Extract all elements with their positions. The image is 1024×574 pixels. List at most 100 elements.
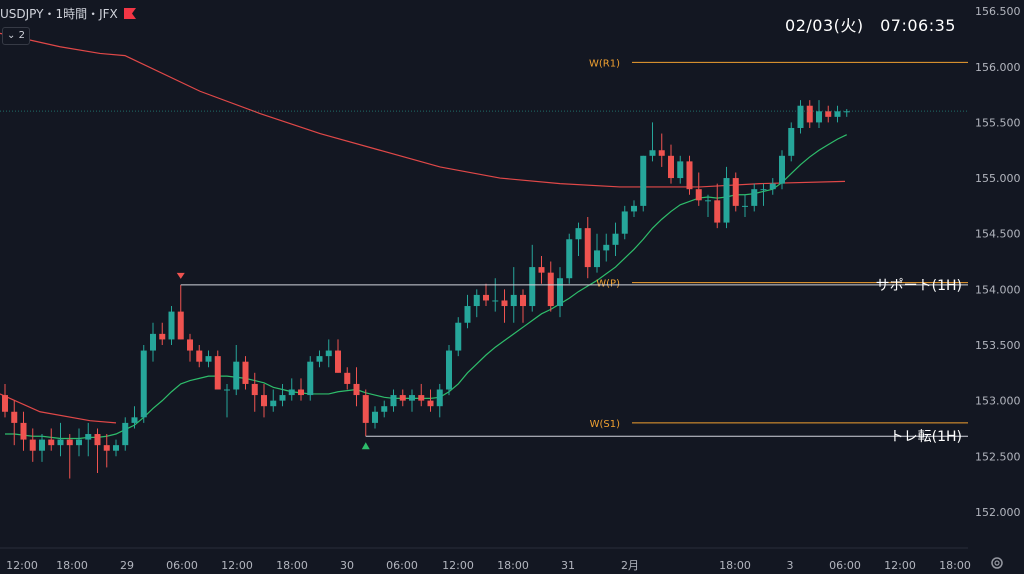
candle-body <box>446 350 452 390</box>
candle-body <box>612 233 619 245</box>
candle-body <box>603 244 610 251</box>
candle-19 <box>177 284 184 340</box>
candle-body <box>335 350 341 373</box>
pivot-label-1: W(P) <box>596 279 620 290</box>
price-tick-8: 152.500 <box>975 450 1021 463</box>
candle-body <box>584 228 591 268</box>
candle-body <box>233 361 240 390</box>
ma-fast-layer <box>5 134 848 440</box>
candle-75 <box>695 172 702 206</box>
pivot-label-0: W(R1) <box>589 58 620 69</box>
price-tick-9: 152.000 <box>975 506 1021 519</box>
candle-25 <box>233 344 240 396</box>
candle-body <box>298 389 304 396</box>
time-tick-14: 06:00 <box>829 559 861 572</box>
time-tick-1: 18:00 <box>56 559 88 572</box>
candle-3 <box>29 428 36 462</box>
candle-body <box>177 311 184 340</box>
hline-label-0: サポート(1H) <box>876 278 962 294</box>
settings-gear-icon[interactable] <box>990 556 1004 570</box>
indicator-count: 2 <box>18 30 25 41</box>
candle-16 <box>150 322 156 362</box>
candle-body <box>806 105 813 123</box>
candle-body <box>631 205 637 212</box>
candle-87 <box>806 100 813 128</box>
time-tick-8: 12:00 <box>442 559 474 572</box>
candle-body <box>760 189 767 191</box>
candle-body <box>85 434 92 440</box>
time-tick-11: 2月 <box>621 559 639 572</box>
candle-body <box>464 306 471 323</box>
flag-icon[interactable] <box>123 7 136 19</box>
candle-body <box>594 250 600 268</box>
candle-4 <box>39 434 45 462</box>
time-tick-5: 18:00 <box>276 559 308 572</box>
candle-body <box>640 155 647 206</box>
candle-body <box>436 389 443 407</box>
candle-body <box>843 111 850 113</box>
candle-body <box>520 294 526 307</box>
time-axis[interactable]: 12:00 18:00 29 06:00 12:00 18:00 30 06:00 12:00 1… <box>0 547 971 572</box>
candle-body <box>353 383 360 396</box>
candle-80 <box>742 194 748 218</box>
candle-body <box>658 150 665 156</box>
candle-body <box>76 439 82 446</box>
candle-59 <box>547 261 554 312</box>
candle-53 <box>492 278 499 312</box>
price-axis[interactable]: 156.500 156.000 155.500 155.000 154.500 154.0… <box>968 0 1024 574</box>
candle-body <box>557 278 563 307</box>
candle-body <box>566 239 573 279</box>
chevron-down-icon: ⌄ <box>7 30 16 41</box>
price-tick-6: 153.500 <box>975 339 1021 352</box>
collapse-indicators-button[interactable]: ⌄ 2 <box>2 27 30 45</box>
candle-21 <box>196 344 203 368</box>
candle-body <box>714 200 721 223</box>
clock: 02/03(火) 07:06:35 <box>785 16 956 35</box>
candle-body <box>122 422 129 446</box>
candle-91 <box>843 109 850 117</box>
candle-74 <box>686 155 693 195</box>
ma-fast-line <box>5 134 848 440</box>
candle-83 <box>769 178 776 195</box>
candle-body <box>695 189 702 201</box>
price-tick-1: 156.000 <box>975 61 1021 74</box>
candle-82 <box>760 183 767 206</box>
candle-body <box>140 350 147 418</box>
price-tick-5: 154.000 <box>975 283 1021 296</box>
time-tick-9: 18:00 <box>497 559 529 572</box>
candle-body <box>779 155 785 184</box>
candle-body <box>501 300 508 307</box>
price-axis-bg <box>968 0 1024 574</box>
candle-85 <box>788 122 795 162</box>
candle-43 <box>399 389 406 407</box>
candle-body <box>29 439 36 451</box>
candle-50 <box>464 294 471 329</box>
ma-slow-line <box>0 32 846 188</box>
candle-body <box>455 322 462 351</box>
symbol-header[interactable]: USDJPY・1時間・JFX <box>0 5 136 21</box>
candle-88 <box>816 100 822 128</box>
candle-body <box>11 411 18 423</box>
symbol-title: USDJPY・1時間・JFX <box>0 6 118 21</box>
candle-body <box>788 127 795 156</box>
candle-body <box>214 356 221 390</box>
candle-body <box>39 439 45 451</box>
candle-84 <box>779 150 785 190</box>
price-tick-3: 155.000 <box>975 172 1021 185</box>
candle-body <box>529 267 536 307</box>
candle-60 <box>557 267 563 318</box>
candle-body <box>390 395 397 407</box>
candle-44 <box>409 389 415 412</box>
candle-40 <box>372 406 378 429</box>
candle-body <box>57 439 64 446</box>
candle-51 <box>473 289 480 318</box>
candle-body <box>66 439 73 446</box>
candle-29 <box>270 389 277 412</box>
candle-body <box>547 272 554 307</box>
candle-body <box>834 111 841 117</box>
candle-body <box>94 434 101 446</box>
levels-layer: W(R1)W(P)W(S1)サポート(1H)154.042トレ転(1H)152.… <box>0 58 1020 450</box>
candle-body <box>409 395 415 401</box>
candle-23 <box>214 350 221 390</box>
